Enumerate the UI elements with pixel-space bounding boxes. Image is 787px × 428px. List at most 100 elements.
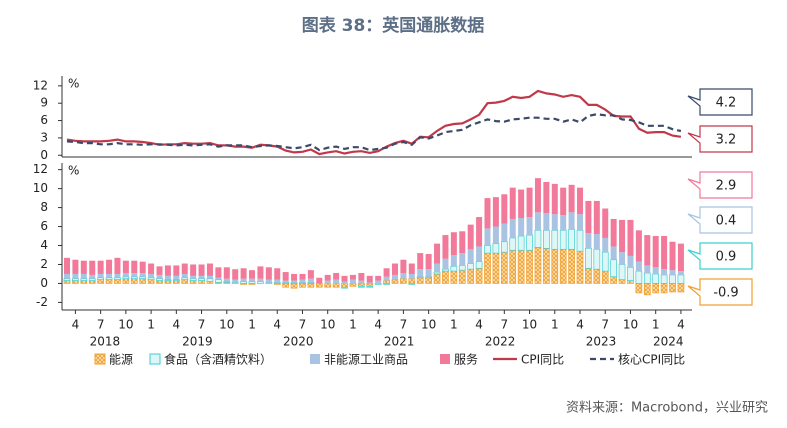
y-tick-label: 9: [40, 96, 48, 110]
bar-segment: [215, 267, 222, 278]
bar-segment: [551, 248, 559, 284]
bar-segment: [416, 276, 424, 279]
bar-segment: [400, 273, 407, 279]
bar-segment: [568, 248, 575, 284]
bar-segment: [324, 274, 331, 281]
bar-segment: [189, 280, 197, 284]
x-tick-label: 4: [374, 318, 382, 332]
bar-segment: [400, 259, 407, 274]
y-tick-label: 6: [40, 113, 48, 127]
bar-segment: [341, 283, 348, 288]
bar-segment: [661, 269, 668, 275]
bar-segment: [551, 183, 558, 215]
bar-segment: [164, 280, 172, 284]
bar-segment: [290, 282, 298, 284]
bar-segment: [366, 283, 374, 287]
bar-segment: [122, 276, 130, 280]
bar-segment: [450, 266, 458, 272]
bar-segment: [652, 273, 660, 284]
x-tick-label: 1: [147, 318, 155, 332]
x-tick-label: 7: [97, 318, 105, 332]
bar-segment: [576, 250, 584, 284]
bar-segment: [139, 276, 147, 280]
bar-segment: [358, 280, 365, 284]
bar-segment: [635, 270, 643, 284]
x-tick-label: 4: [173, 318, 181, 332]
bar-segment: [492, 252, 500, 284]
bar-segment: [324, 283, 332, 288]
x-tick-label: 10: [219, 318, 234, 332]
bar-segment: [526, 234, 533, 251]
bar-segment: [610, 218, 617, 247]
bar-segment: [627, 280, 634, 284]
bar-segment: [383, 276, 390, 281]
bar-segment: [156, 266, 163, 275]
bar-segment: [408, 283, 416, 285]
bar-segment: [240, 278, 247, 282]
bar-segment: [206, 275, 213, 279]
x-tick-label: 1: [248, 318, 256, 332]
bar-segment: [484, 245, 491, 254]
bar-segment: [577, 187, 584, 215]
bar-segment: [249, 270, 256, 279]
bar-segment: [476, 246, 483, 262]
bar-segment: [551, 214, 558, 231]
legend-swatch: [149, 353, 161, 365]
x-tick-label: 10: [623, 318, 638, 332]
bar-segment: [602, 237, 609, 253]
bar-segment: [307, 270, 314, 279]
bar-segment: [164, 279, 172, 281]
bar-segment: [131, 260, 138, 274]
bar-segment: [434, 243, 441, 264]
bar-segment: [307, 282, 315, 284]
bar-segment: [349, 274, 356, 280]
bar-segment: [114, 277, 121, 281]
bar-segment: [559, 229, 567, 250]
bar-segment: [206, 263, 213, 276]
chart-title: 图表 38：英国通胀数据: [302, 15, 485, 36]
bar-segment: [231, 282, 239, 284]
bar-segment: [164, 265, 171, 276]
bar-segment: [148, 263, 155, 274]
x-tick-label: 7: [198, 318, 206, 332]
bar-segment: [181, 273, 188, 278]
bar-segment: [425, 276, 432, 279]
bar-segment: [425, 254, 432, 270]
bar-segment: [80, 260, 87, 274]
bar-segment: [644, 265, 651, 274]
y-tick-label: 0: [40, 276, 48, 290]
bar-segment: [333, 279, 340, 284]
x-tick-label: 10: [522, 318, 537, 332]
x-tick-label: 10: [421, 318, 436, 332]
bar-segment: [484, 252, 491, 284]
x-group-label: 2024: [653, 335, 684, 349]
y-tick-label: 3: [40, 130, 48, 144]
bar-segment: [173, 265, 180, 276]
bar-segment: [585, 267, 592, 284]
bar-segment: [147, 277, 155, 281]
bar-segment: [131, 273, 138, 277]
bar-segment: [316, 277, 323, 284]
bar-segment: [383, 283, 390, 285]
bar-segment: [652, 236, 659, 268]
bar-segment: [307, 283, 315, 288]
bar-segment: [349, 283, 357, 287]
x-group-label: 2021: [384, 335, 415, 349]
unit-label: %: [68, 164, 79, 178]
bar-segment: [643, 272, 651, 284]
bar-segment: [501, 223, 508, 242]
bar-segment: [593, 200, 600, 235]
bar-segment: [518, 189, 525, 219]
bar-segment: [307, 278, 314, 283]
bar-segment: [198, 278, 205, 281]
bar-segment: [543, 181, 550, 214]
bar-segment: [551, 229, 559, 250]
x-tick-label: 4: [72, 318, 80, 332]
bar-segment: [391, 279, 399, 284]
callout-label: 0.4: [716, 214, 737, 229]
bar-segment: [147, 279, 155, 284]
bar-segment: [240, 268, 247, 279]
bar-segment: [677, 271, 684, 275]
x-tick-label: 4: [273, 318, 281, 332]
bar-segment: [265, 282, 273, 284]
